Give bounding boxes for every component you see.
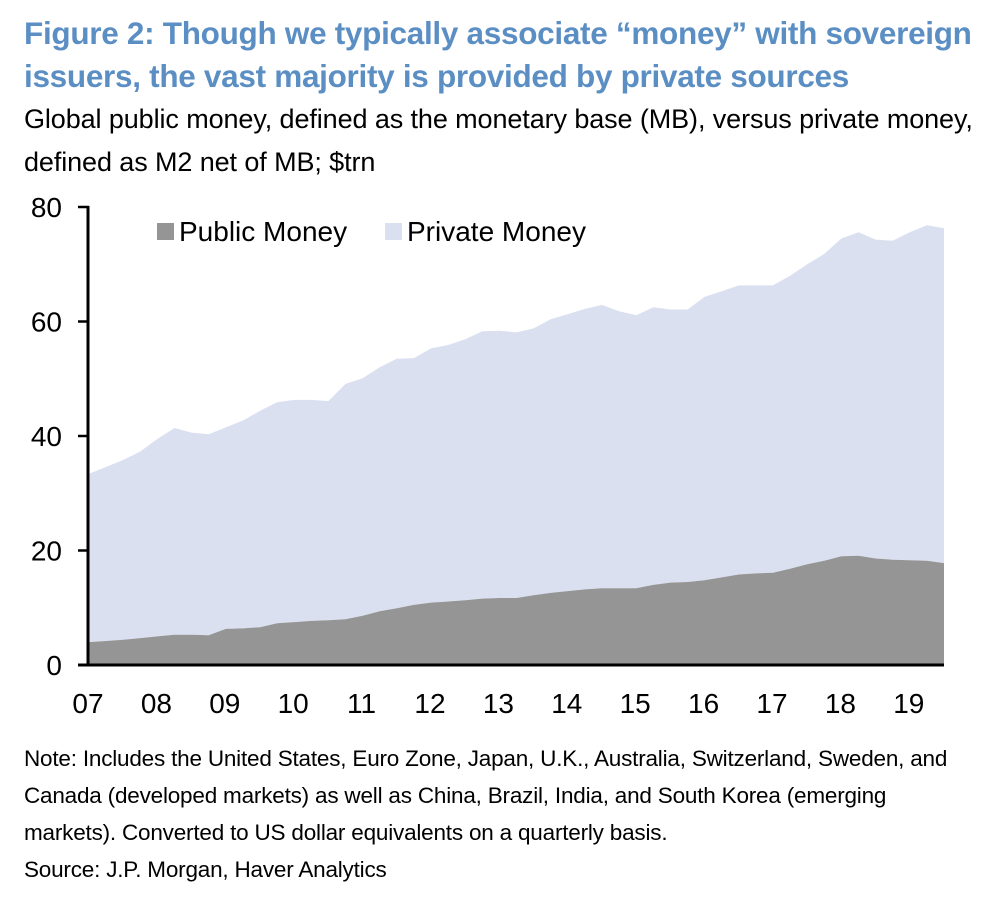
area-public-money — [89, 555, 944, 665]
x-tick-label: 08 — [141, 688, 172, 719]
legend-swatch-public-money — [157, 223, 174, 240]
x-tick-label: 07 — [72, 688, 103, 719]
y-tick-label: 60 — [31, 307, 62, 338]
chart-subtitle: Global public money, defined as the mone… — [24, 104, 973, 177]
chart-footnote: Note: Includes the United States, Euro Z… — [24, 740, 984, 888]
x-tick-label: 16 — [688, 688, 719, 719]
x-tick-label: 17 — [756, 688, 787, 719]
legend-label-public-money: Public Money — [179, 216, 347, 247]
y-tick-label: 40 — [31, 421, 62, 452]
x-tick-label: 13 — [483, 688, 514, 719]
x-tick-label: 15 — [620, 688, 651, 719]
x-ticks: 07 08 09 10 11 12 13 14 15 16 17 18 19 — [72, 688, 924, 719]
y-tick-label: 80 — [31, 192, 62, 223]
y-tick-label: 0 — [46, 650, 62, 681]
x-tick-label: 10 — [278, 688, 309, 719]
plot-areas — [89, 225, 944, 665]
note-text: Note: Includes the United States, Euro Z… — [24, 746, 948, 845]
area-chart: 0 20 40 60 80 07 08 09 10 11 12 13 14 15 16 17 18 19 Pub… — [31, 192, 944, 719]
x-tick-label: 12 — [414, 688, 445, 719]
chart-title: Figure 2: Though we typically associate … — [24, 15, 972, 94]
y-tick-label: 20 — [31, 536, 62, 567]
legend: Public Money Private Money — [157, 216, 586, 247]
legend-swatch-private-money — [385, 223, 402, 240]
x-tick-label: 09 — [209, 688, 240, 719]
x-tick-label: 19 — [893, 688, 924, 719]
source-text: Source: J.P. Morgan, Haver Analytics — [24, 857, 387, 882]
x-tick-label: 11 — [347, 688, 376, 719]
legend-label-private-money: Private Money — [407, 216, 586, 247]
x-tick-label: 14 — [551, 688, 582, 719]
x-tick-label: 18 — [825, 688, 856, 719]
area-private-money — [89, 225, 944, 643]
y-ticks: 0 20 40 60 80 — [31, 192, 89, 681]
